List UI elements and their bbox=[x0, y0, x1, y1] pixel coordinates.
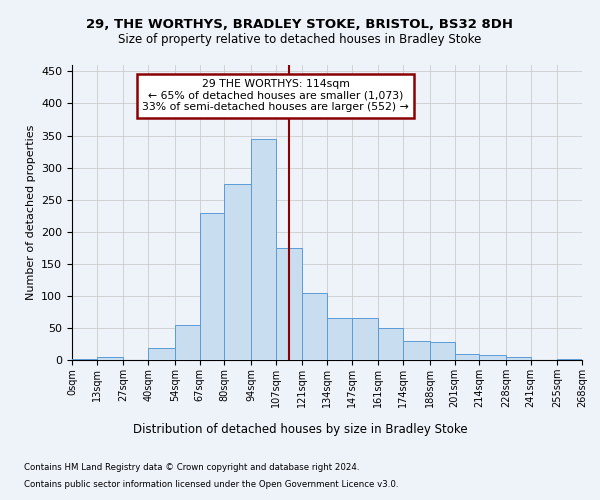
Bar bbox=[224, 184, 251, 360]
Bar bbox=[302, 292, 327, 360]
Bar bbox=[506, 357, 530, 360]
Bar bbox=[455, 354, 479, 360]
Text: Contains public sector information licensed under the Open Government Licence v3: Contains public sector information licen… bbox=[24, 480, 398, 489]
Text: Size of property relative to detached houses in Bradley Stoke: Size of property relative to detached ho… bbox=[118, 32, 482, 46]
Bar bbox=[72, 358, 97, 360]
Bar bbox=[379, 328, 403, 360]
Bar bbox=[97, 357, 124, 360]
Bar bbox=[557, 358, 582, 360]
Text: Distribution of detached houses by size in Bradley Stoke: Distribution of detached houses by size … bbox=[133, 422, 467, 436]
Bar bbox=[403, 341, 430, 360]
Bar bbox=[327, 318, 352, 360]
Bar bbox=[199, 212, 224, 360]
Y-axis label: Number of detached properties: Number of detached properties bbox=[26, 125, 35, 300]
Bar bbox=[275, 248, 302, 360]
Text: Contains HM Land Registry data © Crown copyright and database right 2024.: Contains HM Land Registry data © Crown c… bbox=[24, 464, 359, 472]
Text: 29, THE WORTHYS, BRADLEY STOKE, BRISTOL, BS32 8DH: 29, THE WORTHYS, BRADLEY STOKE, BRISTOL,… bbox=[86, 18, 514, 30]
Text: 29 THE WORTHYS: 114sqm
← 65% of detached houses are smaller (1,073)
33% of semi-: 29 THE WORTHYS: 114sqm ← 65% of detached… bbox=[142, 79, 409, 112]
Bar bbox=[175, 324, 199, 360]
Bar bbox=[251, 138, 275, 360]
Bar bbox=[352, 318, 379, 360]
Bar bbox=[479, 355, 506, 360]
Bar bbox=[148, 348, 175, 360]
Bar bbox=[430, 342, 455, 360]
